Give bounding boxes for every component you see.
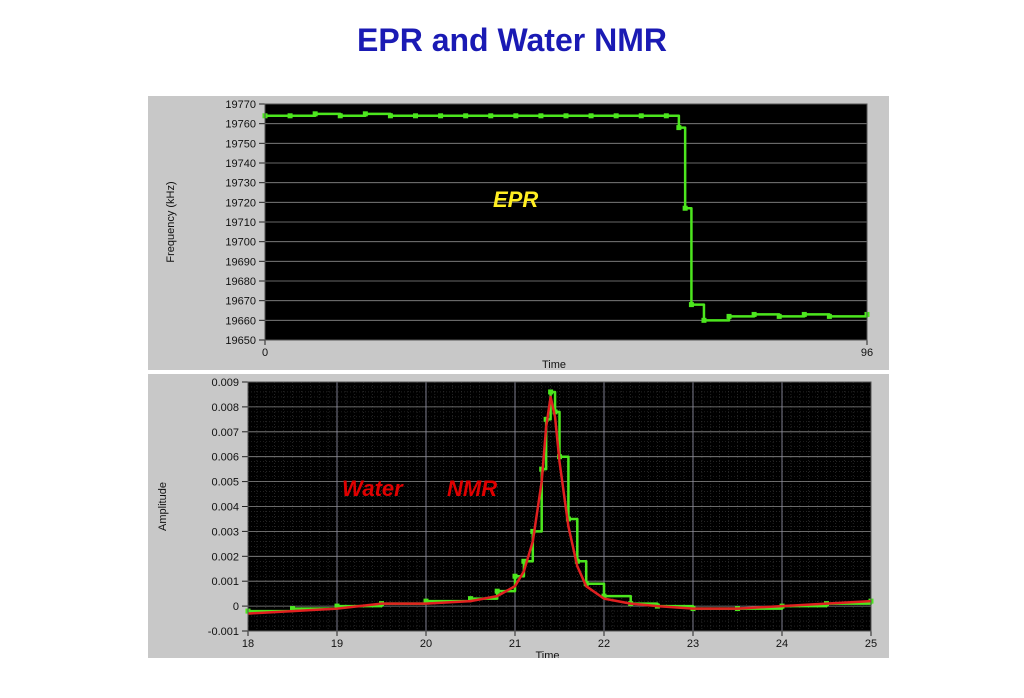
data-point [638, 113, 644, 119]
x-tick-label: 20 [420, 638, 432, 650]
y-tick-label: -0.001 [208, 626, 239, 638]
y-tick-label: 0.006 [211, 452, 239, 464]
x-axis-title: Time [535, 650, 559, 658]
y-tick-label: 0 [233, 601, 239, 613]
y-tick-label: 0.007 [211, 427, 239, 439]
data-point [513, 113, 519, 119]
x-tick-label: 24 [776, 638, 788, 650]
epr-annotation: EPR [493, 187, 538, 212]
data-point [337, 113, 343, 119]
y-tick-label: 19730 [225, 178, 256, 190]
data-point [751, 311, 757, 317]
y-tick-label: 19760 [225, 119, 256, 131]
data-point [776, 313, 782, 319]
data-point [801, 311, 807, 317]
data-point [701, 317, 707, 323]
data-point [387, 113, 393, 119]
y-tick-label: 19650 [225, 335, 256, 347]
y-tick-label: 0.008 [211, 402, 239, 414]
y-axis-title: Frequency (kHz) [165, 181, 177, 262]
data-point [463, 113, 469, 119]
nmr-annotation-nmr: NMR [447, 476, 497, 501]
data-point [538, 113, 544, 119]
x-tick-label: 22 [598, 638, 610, 650]
y-tick-label: 19740 [225, 158, 256, 170]
y-tick-label: 0.002 [211, 551, 239, 563]
data-point [682, 205, 688, 211]
data-point [312, 111, 318, 117]
data-point [548, 389, 554, 395]
x-axis-title: Time [542, 359, 566, 370]
data-point [438, 113, 444, 119]
y-tick-label: 19720 [225, 197, 256, 209]
y-tick-label: 19710 [225, 217, 256, 229]
data-point [676, 125, 682, 131]
y-tick-label: 0.001 [211, 576, 239, 588]
data-point [613, 113, 619, 119]
data-point [287, 113, 293, 119]
data-point [423, 598, 429, 604]
x-tick-label: 23 [687, 638, 699, 650]
y-tick-label: 19770 [225, 99, 256, 111]
data-point [488, 113, 494, 119]
data-point [563, 113, 569, 119]
data-point [413, 113, 418, 119]
y-tick-label: 19680 [225, 276, 256, 288]
x-tick-label: 0 [262, 347, 268, 359]
x-tick-label: 18 [242, 638, 254, 650]
page-title: EPR and Water NMR [357, 22, 667, 58]
data-point [468, 596, 473, 602]
y-tick-label: 19660 [225, 315, 256, 327]
data-point [530, 528, 536, 534]
y-tick-label: 0.009 [211, 377, 239, 389]
data-point [362, 111, 368, 117]
y-tick-label: 19690 [225, 256, 256, 268]
data-point [826, 313, 832, 319]
data-point [688, 302, 694, 308]
y-tick-label: 19750 [225, 138, 256, 150]
y-axis-title: Amplitude [157, 482, 169, 531]
y-tick-label: 0.004 [211, 502, 239, 514]
data-point [663, 113, 669, 119]
data-point [588, 113, 594, 119]
epr-chart-panel: 19770 19760 19750 19740 19730 19720 19710 19700… [148, 96, 889, 371]
x-tick-label: 19 [331, 638, 343, 650]
fit-line [247, 395, 872, 615]
data-point [512, 573, 518, 579]
nmr-annotation-water: Water [342, 476, 404, 501]
plot-frame [247, 381, 872, 632]
x-tick-label: 21 [509, 638, 521, 650]
data-point [334, 603, 340, 609]
data-point [521, 558, 527, 564]
y-tick-label: 19700 [225, 237, 256, 249]
x-tick-label: 25 [865, 638, 877, 650]
nmr-chart-panel: 0.009 0.008 0.007 0.006 0.005 0.004 0.003 0.002… [148, 374, 889, 662]
epr-chart: 19770 19760 19750 19740 19730 19720 19710 19700… [165, 99, 873, 371]
x-tick-label: 96 [861, 347, 873, 359]
y-tick-label: 19670 [225, 296, 256, 308]
data-point [601, 593, 607, 599]
data-point [290, 606, 295, 612]
data-point [726, 313, 732, 319]
data-point [494, 588, 500, 594]
nmr-chart: 0.009 0.008 0.007 0.006 0.005 0.004 0.003 0.002… [157, 377, 877, 662]
y-tick-label: 0.005 [211, 477, 239, 489]
y-tick-label: 0.003 [211, 526, 239, 538]
plot-frame [264, 103, 868, 341]
